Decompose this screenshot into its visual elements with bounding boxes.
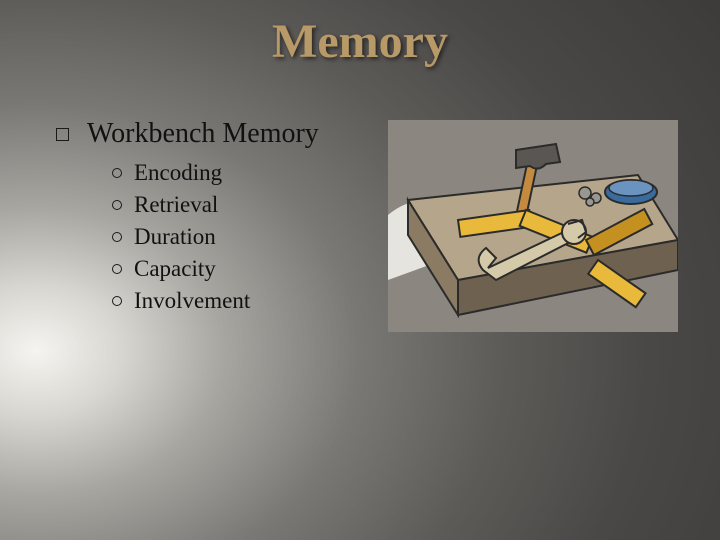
list-item: Duration: [112, 224, 250, 250]
list-item: Capacity: [112, 256, 250, 282]
square-bullet-icon: [56, 128, 69, 141]
list-item: Involvement: [112, 288, 250, 314]
circle-bullet-icon: [112, 232, 122, 242]
circle-bullet-icon: [112, 264, 122, 274]
main-bullet-row: Workbench Memory: [56, 118, 319, 150]
sub-bullet-text: Capacity: [134, 256, 216, 282]
sub-bullet-text: Duration: [134, 224, 216, 250]
circle-bullet-icon: [112, 168, 122, 178]
sub-bullet-text: Encoding: [134, 160, 222, 186]
workbench-illustration-icon: [388, 120, 678, 332]
list-item: Retrieval: [112, 192, 250, 218]
list-item: Encoding: [112, 160, 250, 186]
main-bullet-text: Workbench Memory: [87, 118, 319, 150]
slide-title: Memory: [0, 14, 720, 69]
sub-bullet-list: Encoding Retrieval Duration Capacity Inv…: [112, 160, 250, 320]
sub-bullet-text: Involvement: [134, 288, 250, 314]
sub-bullet-text: Retrieval: [134, 192, 218, 218]
circle-bullet-icon: [112, 200, 122, 210]
circle-bullet-icon: [112, 296, 122, 306]
